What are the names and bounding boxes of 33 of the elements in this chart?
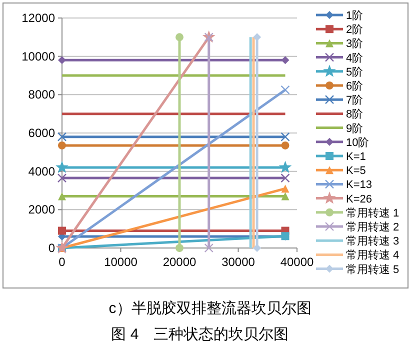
legend-label: 3阶 (346, 38, 364, 50)
x-tick-label: 30000 (222, 255, 256, 269)
legend-label: K=26 (346, 193, 372, 206)
legend-label: 常用转速 5 (346, 262, 400, 276)
y-tick-label: 0 (48, 241, 56, 255)
legend-label: K=1 (346, 151, 366, 163)
x-tick-label: 0 (58, 255, 66, 269)
legend-label: 9阶 (346, 122, 364, 135)
y-tick-label: 8000 (28, 88, 56, 102)
legend-label: 4阶 (346, 52, 364, 64)
caption: 图 4 三种状态的坎贝尔图 (111, 326, 289, 343)
y-tick-label: 10000 (22, 49, 56, 64)
legend-label: 10阶 (346, 136, 370, 149)
legend-label: 8阶 (346, 108, 364, 121)
y-tick-label: 12000 (22, 11, 56, 25)
x-tick-label: 40000 (280, 255, 314, 269)
legend-label: 常用转速 1 (346, 206, 400, 220)
x-tick-label: 20000 (162, 255, 197, 269)
legend-label: 5阶 (346, 66, 364, 78)
y-tick-label: 6000 (28, 126, 56, 140)
legend-label: 常用转速 2 (346, 220, 400, 234)
legend-label: 常用转速 4 (346, 248, 400, 262)
x-tick-label: 10000 (104, 255, 138, 269)
legend-label: 1阶 (346, 10, 364, 22)
y-tick-label: 4000 (28, 164, 56, 178)
legend-label: 常用转速 3 (346, 234, 400, 248)
legend-label: 6阶 (346, 80, 364, 92)
legend-label: K=13 (346, 179, 372, 192)
y-tick-label: 2000 (28, 202, 56, 217)
legend-label: 2阶 (346, 24, 364, 36)
text: c）半脱胶双排整流器坎贝尔图 (108, 300, 312, 317)
legend-label: K=5 (346, 165, 366, 178)
legend-label: 7阶 (346, 94, 364, 107)
